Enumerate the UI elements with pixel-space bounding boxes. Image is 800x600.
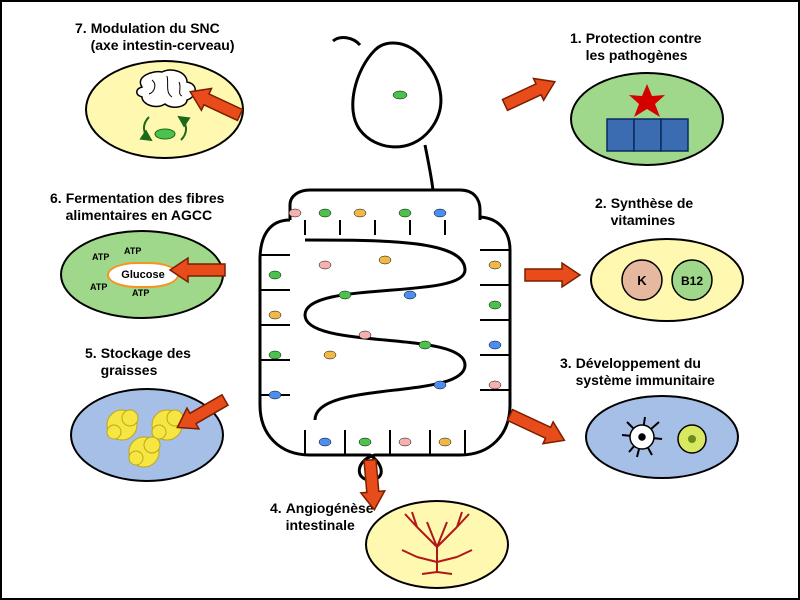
- arrow-icon: [500, 71, 560, 116]
- arrow-icon: [170, 258, 225, 282]
- arrow-icon: [171, 390, 231, 438]
- arrow-icon: [185, 81, 245, 126]
- arrow-icon: [525, 263, 580, 287]
- arrows-layer: [0, 0, 800, 600]
- arrow-icon: [505, 404, 570, 451]
- arrow-icon: [358, 459, 386, 511]
